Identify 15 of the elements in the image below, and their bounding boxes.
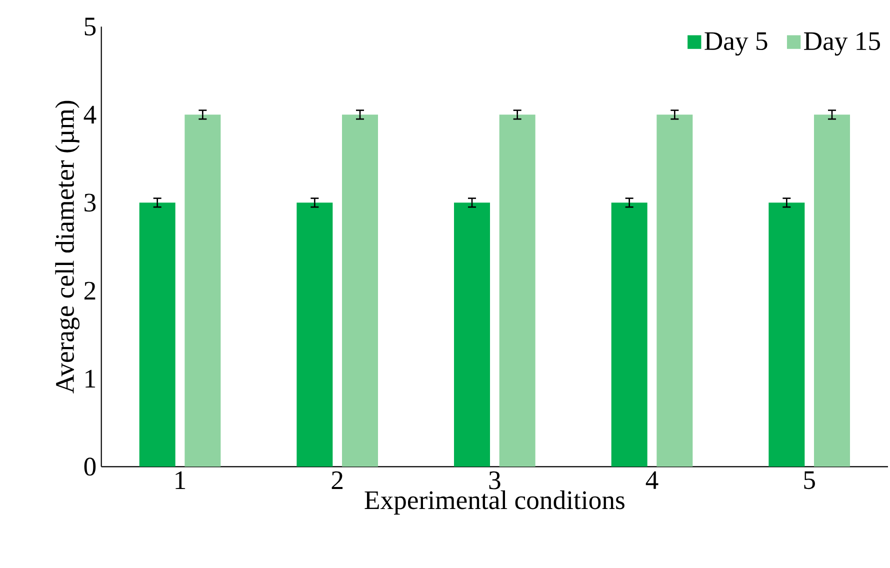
x-tick-label: 4 — [646, 471, 658, 489]
x-axis-title: Experimental conditions — [364, 490, 624, 515]
y-tick-label: 4 — [84, 106, 96, 124]
x-tick-label: 1 — [176, 471, 186, 489]
y-tick-label: 0 — [84, 458, 96, 476]
y-tick-label: 5 — [84, 18, 96, 36]
y-axis-title: Average cell diameter (µm) — [55, 100, 80, 394]
y-tick-label: 3 — [84, 194, 96, 212]
legend-label: Day 15 — [804, 32, 880, 56]
x-tick-label: 3 — [489, 471, 500, 490]
legend-label: Day 5 — [704, 32, 768, 56]
x-tick-label: 5 — [804, 471, 815, 490]
y-tick-label: 1 — [86, 370, 96, 388]
y-tick-label: 2 — [84, 282, 96, 300]
x-tick-label: 2 — [332, 471, 343, 490]
